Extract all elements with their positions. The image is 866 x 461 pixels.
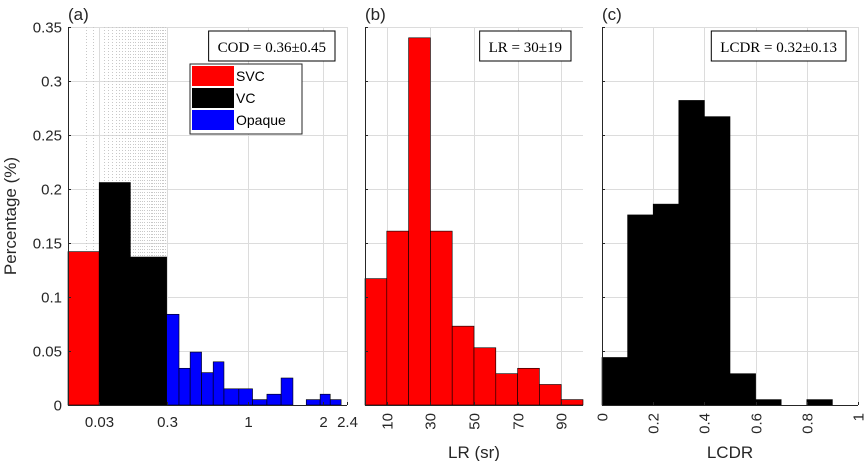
bar-5 (451, 325, 475, 406)
panel-label: (b) (365, 5, 386, 24)
legend: SVC VC Opaque (189, 63, 303, 135)
x-tick-label: 10 (380, 413, 397, 430)
stat-annotation-box (208, 30, 336, 62)
bar-opaque-1 (166, 313, 180, 406)
bar-10 (560, 399, 584, 406)
bar-4 (430, 230, 453, 406)
x-tick-label: 70 (511, 413, 528, 430)
x-tick-label: 90 (554, 413, 571, 430)
bar-opaque-7 (238, 388, 253, 406)
x-tick-label: 2.4 (337, 414, 358, 431)
bar-8 (517, 367, 540, 406)
y-tick-label: 0.1 (41, 290, 62, 307)
bar-9 (539, 384, 562, 406)
bar-3 (408, 37, 431, 406)
bar-6 (729, 373, 756, 406)
chart-panel-1: 0 0.05 0.1 0.15 0.2 0.25 0.3 0.35 0.03 0.3 1 2 2.4 (a… (1, 5, 358, 431)
bar-2 (627, 214, 654, 406)
legend-swatch-opaque (192, 110, 234, 130)
bar-vc-2 (130, 256, 167, 406)
x-tick-label: 1 (851, 413, 866, 421)
bar-6 (473, 347, 497, 406)
stat-annotation: COD = 0.36±0.45 (208, 30, 336, 62)
x-tick-label: 30 (423, 413, 440, 430)
x-tick-label: 0.03 (85, 414, 114, 431)
chart-panel-3: 0 0.2 0.4 0.6 0.8 1 (c) LCDR LCDR = 0.32±0.13 (595, 5, 866, 461)
bar-opaque-14 (329, 399, 342, 406)
y-tick-label: 0.2 (41, 182, 62, 199)
x-tick-label: 0.6 (749, 413, 766, 434)
bar-opaque-10 (280, 377, 294, 406)
bar-opaque-4 (201, 372, 214, 406)
bar-1 (601, 357, 628, 406)
bar-opaque-9 (266, 393, 282, 406)
bar-opaque-13 (319, 393, 331, 406)
legend-label-opaque: Opaque (236, 112, 286, 128)
x-tick-label: 50 (467, 413, 484, 430)
x-axis-title: LR (sr) (448, 443, 500, 461)
y-tick-label: 0 (54, 398, 62, 415)
y-tick-label: 0.25 (33, 128, 62, 145)
bar-opaque-5 (212, 361, 225, 406)
bar-7 (755, 399, 782, 406)
stat-annotation-box (479, 30, 572, 62)
bar-9 (806, 399, 833, 406)
bar-7 (495, 373, 518, 406)
bar-2 (386, 230, 409, 406)
bar-5 (704, 116, 731, 406)
x-tick-label: 0.4 (697, 413, 714, 434)
panel-label: (c) (602, 5, 622, 24)
stat-annotation-text: LR = 30±19 (489, 40, 562, 56)
legend-swatch-vc (192, 88, 234, 108)
bar-1 (364, 278, 388, 406)
legend-label-svc: SVC (236, 68, 265, 84)
x-tick-label: 0.3 (157, 414, 178, 431)
x-axis-title: LCDR (707, 443, 753, 461)
y-tick-label: 0.3 (41, 74, 62, 91)
stat-annotation-box (710, 30, 847, 62)
bar-vc-1 (98, 182, 131, 406)
bar-opaque-8 (252, 399, 268, 406)
stat-annotation: LR = 30±19 (479, 30, 572, 62)
bar-opaque-3 (189, 351, 202, 406)
bar-svc-1 (67, 251, 100, 406)
bars (67, 182, 342, 406)
y-axis-title: Percentage (%) (1, 157, 20, 275)
bar-opaque-6 (223, 388, 240, 406)
bar-3 (652, 203, 680, 406)
stat-annotation-text: COD = 0.36±0.45 (218, 40, 326, 56)
bars (364, 37, 584, 406)
bar-4 (678, 100, 705, 406)
panel-label: (a) (68, 5, 89, 24)
x-tick-label: 0.2 (646, 413, 663, 434)
x-tick-label: 2 (319, 414, 327, 431)
bars (601, 100, 833, 406)
stat-annotation: LCDR = 0.32±0.13 (710, 30, 847, 62)
y-tick-label: 0.05 (33, 344, 62, 361)
y-tick-label: 0.15 (33, 236, 62, 253)
bar-opaque-2 (178, 367, 191, 406)
y-tick-label: 0.35 (33, 20, 62, 37)
chart-panel-2: 10 30 50 70 90 (b) LR (sr) LR = 30±19 (364, 5, 584, 461)
x-tick-label: 0 (595, 413, 612, 421)
stat-annotation-text: LCDR = 0.32±0.13 (720, 40, 837, 56)
legend-label-vc: VC (236, 90, 255, 106)
bar-opaque-12 (305, 399, 321, 406)
x-tick-label: 0.8 (800, 413, 817, 434)
legend-swatch-svc (192, 66, 234, 86)
x-tick-label: 1 (244, 414, 252, 431)
